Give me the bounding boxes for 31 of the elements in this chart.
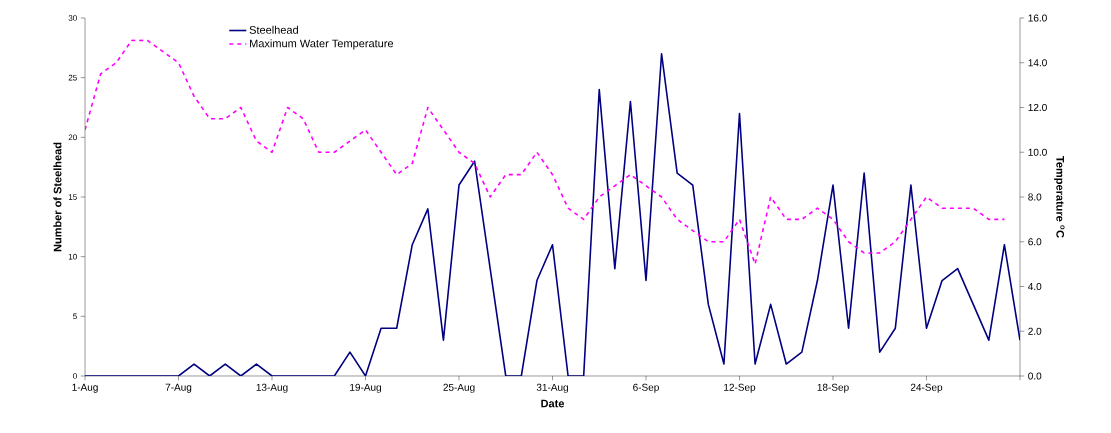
y-tick-label: 20	[68, 134, 77, 141]
x-tick-label: 7-Aug	[165, 383, 192, 393]
x-axis-title: Date	[541, 399, 565, 408]
y2-tick-label: 14.0	[1028, 59, 1047, 67]
y2-tick-label: 16.0	[1028, 14, 1047, 22]
y2-tick-label: 0.0	[1028, 372, 1042, 380]
legend-label: Steelhead	[249, 25, 298, 34]
x-tick-label: 24-Sep	[910, 383, 943, 393]
y-tick-label: 10	[68, 253, 77, 260]
y-tick-label: 30	[68, 15, 77, 21]
y-tick-label: 25	[68, 74, 77, 81]
y2-tick-label: 10.0	[1028, 148, 1047, 156]
y2-axis-title: Temperature $^{o}$C	[1054, 156, 1065, 238]
x-tick-label: 19-Aug	[350, 383, 381, 393]
x-tick-label: 31-Aug	[536, 383, 568, 393]
x-tick-label: 25-Aug	[443, 383, 475, 393]
legend-label: Maximum Water Temperature	[250, 39, 394, 50]
x-tick-label: 1-Aug	[72, 383, 98, 393]
y2-tick-label: 8.0	[1028, 193, 1042, 201]
y2-tick-label: 6.0	[1028, 238, 1042, 246]
y-tick-label: 0	[73, 373, 77, 379]
y-tick-label: 15	[68, 194, 77, 200]
x-tick-label: 6-Sep	[633, 383, 659, 393]
y2-tick-label: 4.0	[1028, 282, 1042, 291]
y-tick-label: 5	[73, 313, 77, 320]
y2-tick-label: 2.0	[1028, 327, 1042, 335]
x-tick-label: 18-Sep	[817, 383, 849, 393]
x-tick-label: 12-Sep	[724, 383, 756, 393]
y-axis-title: Number of Steelhead	[53, 142, 62, 252]
x-tick-label: 13-Aug	[256, 383, 288, 393]
y2-tick-label: 12.0	[1028, 103, 1047, 112]
